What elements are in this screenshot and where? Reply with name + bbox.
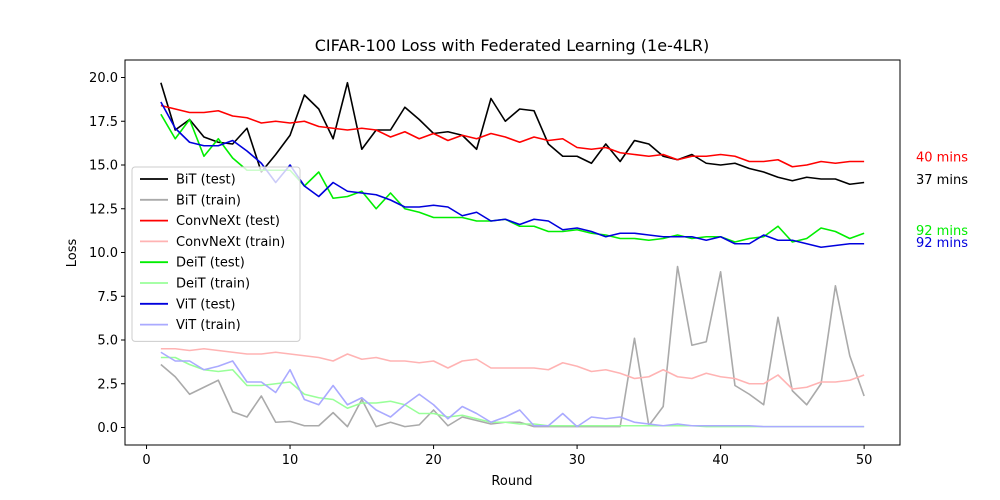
legend-label: ConvNeXt (train) xyxy=(176,235,285,250)
x-axis: 0 10 20 30 40 50 xyxy=(142,445,872,468)
chart-title: CIFAR-100 Loss with Federated Learning (… xyxy=(315,36,710,55)
legend-label: BiT (test) xyxy=(176,173,236,188)
y-tick-label: 15.0 xyxy=(89,159,118,174)
y-axis: 0.0 2.5 5.0 7.5 10.0 12.5 15.0 17.5 20.0 xyxy=(89,71,125,436)
series-line-bit-test xyxy=(160,81,865,186)
legend-label: DeiT (test) xyxy=(176,256,245,271)
legend-label: DeiT (train) xyxy=(176,277,250,292)
x-axis-label: Round xyxy=(491,474,532,489)
legend-box xyxy=(131,166,301,342)
y-tick-label: 0.0 xyxy=(97,421,118,436)
x-tick-label: 40 xyxy=(712,453,729,468)
x-tick-label: 10 xyxy=(282,453,299,468)
series-line-convnext-test xyxy=(160,104,865,168)
series-line-convnext-train xyxy=(160,347,865,390)
duration-annotation: 37 mins xyxy=(916,173,968,188)
series-line-vit-train xyxy=(160,351,865,428)
x-tick-label: 30 xyxy=(569,453,586,468)
series-lines xyxy=(160,81,865,428)
legend: BiT (test) BiT (train) ConvNeXt (test) Conv… xyxy=(131,166,301,342)
duration-annotation: 92 mins xyxy=(916,224,968,239)
series-line-bit-train xyxy=(160,265,865,428)
y-tick-label: 17.5 xyxy=(89,115,118,130)
x-tick-label: 0 xyxy=(142,453,150,468)
duration-annotation: 40 mins xyxy=(916,150,968,165)
y-tick-label: 2.5 xyxy=(97,377,118,392)
legend-label: ConvNeXt (test) xyxy=(176,214,280,229)
y-tick-label: 5.0 xyxy=(97,334,118,349)
y-tick-label: 10.0 xyxy=(89,246,118,261)
series-line-deit-train xyxy=(160,356,865,428)
y-tick-label: 20.0 xyxy=(89,71,118,86)
legend-label: ViT (test) xyxy=(176,297,235,312)
y-axis-label: Loss xyxy=(65,239,80,268)
y-tick-label: 7.5 xyxy=(97,290,118,305)
legend-label: ViT (train) xyxy=(176,318,241,333)
x-tick-label: 50 xyxy=(856,453,873,468)
legend-label: BiT (train) xyxy=(176,193,241,208)
x-tick-label: 20 xyxy=(425,453,442,468)
y-tick-label: 12.5 xyxy=(89,202,118,217)
duration-annotation: 92 mins xyxy=(916,236,968,251)
